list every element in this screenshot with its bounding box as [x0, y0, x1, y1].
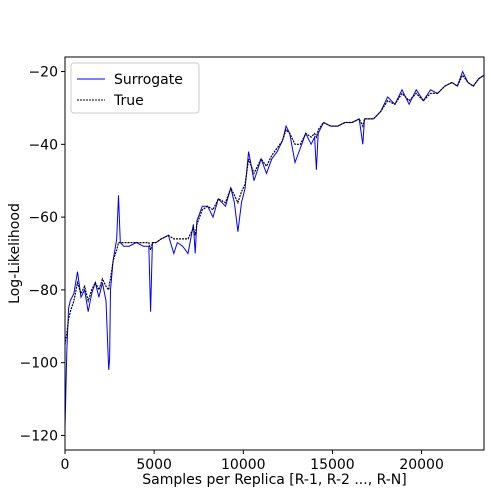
y-axis: −120 −100 −80 −60 −40 −20	[20, 65, 65, 444]
x-axis-label: Samples per Replica [R-1, R-2 ..., R-N]	[142, 472, 407, 488]
y-tick-label: −40	[28, 137, 58, 153]
series-line-surrogate	[64, 70, 485, 429]
y-tick-label: −120	[20, 428, 58, 444]
x-tick-label: 0	[61, 457, 70, 473]
legend: Surrogate True	[70, 62, 200, 114]
y-axis-label: Log-Likelihood	[7, 203, 23, 304]
plot-frame	[64, 56, 485, 451]
y-tick-label: −100	[20, 356, 58, 372]
x-tick-label: 20000	[399, 457, 444, 473]
series-line-true	[64, 74, 485, 345]
x-axis: 0 5000 10000 15000 20000	[61, 450, 444, 473]
x-tick-label: 10000	[221, 457, 266, 473]
x-tick-label: 15000	[310, 457, 355, 473]
legend-label-surrogate: Surrogate	[114, 72, 183, 88]
x-tick-label: 5000	[136, 457, 172, 473]
plot-area	[64, 70, 485, 429]
y-tick-label: −60	[28, 210, 58, 226]
legend-label-true: True	[113, 93, 144, 109]
y-tick-label: −80	[28, 283, 58, 299]
y-tick-label: −20	[28, 65, 58, 81]
